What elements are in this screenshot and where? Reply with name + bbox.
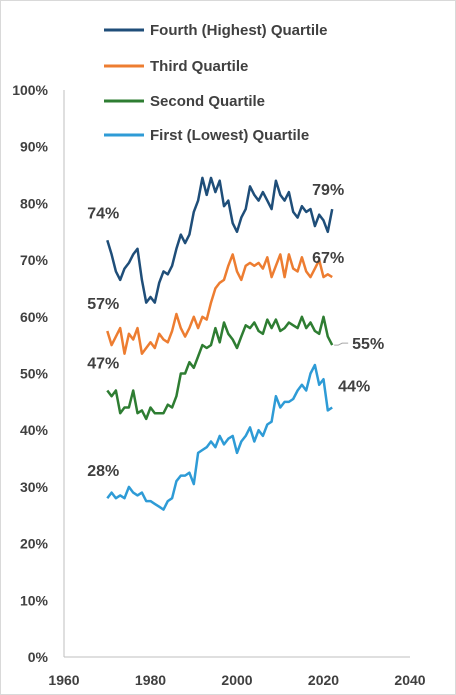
start-value-label: 47% [87, 356, 119, 373]
end-value-label: 55% [352, 336, 384, 353]
x-tick-label: 2040 [394, 672, 425, 688]
start-value-label: 28% [87, 463, 119, 480]
series-line [106, 315, 334, 421]
end-value-label: 67% [312, 250, 344, 267]
series-line [106, 176, 334, 304]
y-tick-label: 30% [20, 479, 49, 495]
y-tick-label: 10% [20, 592, 49, 608]
y-tick-label: 70% [20, 252, 49, 268]
y-tick-label: 80% [20, 195, 49, 211]
legend-label: First (Lowest) Quartile [150, 127, 309, 144]
start-value-label: 57% [87, 296, 119, 313]
end-label-leader-line [334, 342, 349, 346]
series-line [106, 363, 333, 511]
x-tick-label: 1980 [135, 672, 166, 688]
end-value-label: 44% [338, 379, 370, 396]
end-value-label: 79% [312, 182, 344, 199]
y-tick-label: 60% [20, 309, 49, 325]
x-tick-label: 2000 [221, 672, 252, 688]
start-value-label: 74% [87, 205, 119, 222]
y-tick-label: 0% [28, 649, 49, 665]
y-tick-label: 50% [20, 366, 49, 382]
x-tick-label: 2020 [308, 672, 339, 688]
y-tick-label: 20% [20, 536, 49, 552]
y-tick-label: 90% [20, 139, 49, 155]
y-tick-label: 40% [20, 422, 49, 438]
legend-label: Second Quartile [150, 93, 265, 110]
x-tick-label: 1960 [48, 672, 79, 688]
y-tick-label: 100% [12, 82, 48, 98]
legend-label: Fourth (Highest) Quartile [150, 22, 328, 39]
legend-label: Third Quartile [150, 58, 248, 75]
series-line [106, 253, 333, 355]
